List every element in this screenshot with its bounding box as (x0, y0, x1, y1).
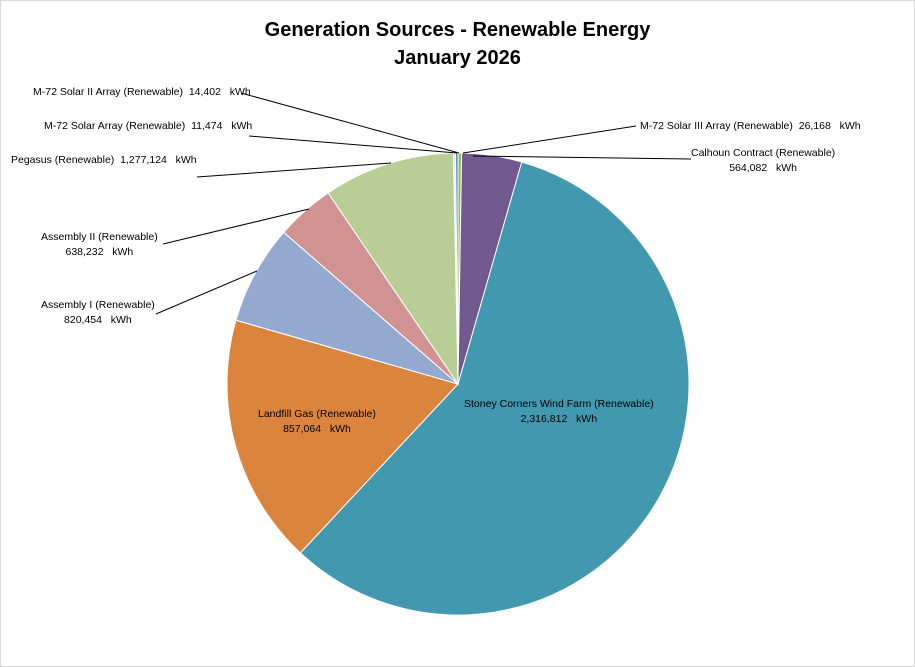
chart-subtitle: January 2026 (394, 47, 521, 69)
label-solar-array: M-72 Solar Array (Renewable) 11,474 kWh (44, 120, 253, 132)
label-calhoun: Calhoun Contract (Renewable) 564,082 kWh (691, 147, 836, 174)
pie-slice-landfill-gas-renewable (226, 319, 459, 554)
label-pegasus: Pegasus (Renewable) 1,277,124 kWh (11, 154, 197, 166)
leader-line-calhoun (472, 155, 692, 160)
pie-slice-pegasus-renewable (327, 152, 459, 386)
label-solar-ii: M-72 Solar II Array (Renewable) 14,402 k… (33, 86, 251, 98)
pie-slice-stoney-corners-wind-farm-renewable (299, 161, 690, 616)
leader-line-solar-ii (240, 92, 460, 154)
label-stoney-corners: Stoney Corners Wind Farm (Renewable) 2,31… (464, 398, 654, 425)
label-solar-iii: M-72 Solar III Array (Renewable) 26,168 … (640, 120, 861, 132)
leader-line-solar-iii (462, 125, 637, 154)
leader-line-assembly-i (155, 270, 258, 315)
chart-title: Generation Sources - Renewable Energy (264, 19, 651, 41)
leader-line-pegasus (196, 162, 392, 178)
leader-lines (155, 92, 692, 315)
leader-line-solar-array (248, 135, 458, 154)
label-assembly-i: Assembly I (Renewable) 820,454 kWh (41, 299, 155, 326)
label-assembly-ii: Assembly II (Renewable) 638,232 kWh (41, 231, 158, 258)
leader-line-assembly-ii (162, 208, 310, 245)
label-landfill-gas: Landfill Gas (Renewable) 857,064 kWh (258, 408, 376, 435)
